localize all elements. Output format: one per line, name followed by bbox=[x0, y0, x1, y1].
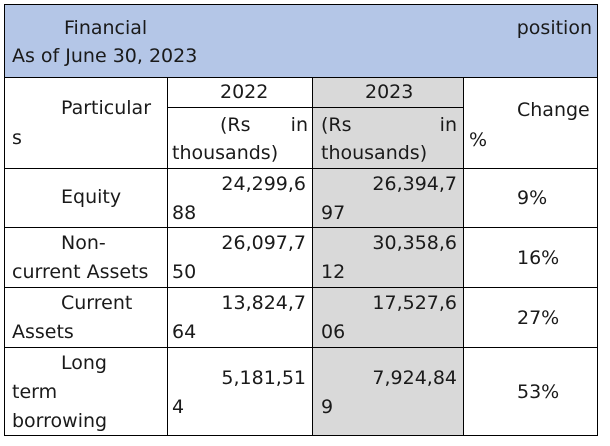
row-noncurrent-2023-a: 30,358,6 bbox=[372, 232, 457, 254]
row-noncurrent-2022: 26,097,7 50 bbox=[167, 227, 312, 287]
row-noncurrent-label-b: current Assets bbox=[12, 261, 149, 283]
row-noncurrent-2022-a: 26,097,7 bbox=[221, 232, 306, 254]
row-longterm-2022-b: 4 bbox=[172, 396, 185, 418]
row-noncurrent-2022-b: 50 bbox=[172, 261, 197, 283]
row-current-2022-b: 64 bbox=[172, 321, 197, 343]
row-equity-2023: 26,394,7 97 bbox=[312, 168, 463, 227]
header-particulars: Particular s bbox=[4, 77, 167, 168]
row-current-change-text: 27% bbox=[517, 307, 560, 329]
header-change-label: Change bbox=[517, 99, 590, 121]
row-current-2023-a: 17,527,6 bbox=[372, 292, 457, 314]
row-longterm-2023-a: 7,924,84 bbox=[372, 367, 457, 389]
row-current-change: 27% bbox=[463, 287, 598, 347]
header-particulars-line2: s bbox=[12, 127, 22, 149]
row-longterm-label: Long term borrowing bbox=[4, 347, 167, 436]
row-equity-change: 9% bbox=[463, 168, 598, 227]
unit-2023-in: in bbox=[439, 114, 457, 136]
table-title: Financial position As of June 30, 2023 bbox=[4, 4, 598, 77]
header-2022-unit: (Rs in thousands) bbox=[167, 107, 312, 168]
row-current-label-b: Assets bbox=[12, 321, 74, 343]
row-noncurrent-change: 16% bbox=[463, 227, 598, 287]
row-longterm-label-b: term bbox=[12, 381, 58, 403]
row-noncurrent-change-text: 16% bbox=[517, 247, 560, 269]
header-2022-label: 2022 bbox=[220, 81, 269, 103]
unit-2023-line1: (Rs in bbox=[321, 111, 457, 140]
financial-position-table: Financial position As of June 30, 2023 P… bbox=[4, 4, 598, 436]
row-current-label: Current Assets bbox=[4, 287, 167, 347]
header-2023-unit: (Rs in thousands) bbox=[312, 107, 463, 168]
row-current-label-a: Current bbox=[61, 292, 133, 314]
header-pct: % bbox=[469, 129, 488, 151]
header-particulars-line1: Particular bbox=[61, 97, 152, 119]
row-equity-label: Equity bbox=[4, 168, 167, 227]
row-longterm-2022: 5,181,51 4 bbox=[167, 347, 312, 436]
row-equity-label-text: Equity bbox=[61, 186, 122, 208]
row-equity-2022: 24,299,6 88 bbox=[167, 168, 312, 227]
row-longterm-change-text: 53% bbox=[517, 381, 560, 403]
row-longterm-2022-a: 5,181,51 bbox=[221, 367, 306, 389]
row-equity-2023-b: 97 bbox=[321, 202, 346, 224]
header-2022: 2022 bbox=[167, 77, 312, 107]
row-equity-2022-a: 24,299,6 bbox=[221, 173, 306, 195]
row-current-2023: 17,527,6 06 bbox=[312, 287, 463, 347]
row-equity-change-text: 9% bbox=[517, 187, 548, 209]
row-longterm-2023: 7,924,84 9 bbox=[312, 347, 463, 436]
row-current-2022-a: 13,824,7 bbox=[221, 292, 306, 314]
row-equity-2023-a: 26,394,7 bbox=[372, 173, 457, 195]
row-longterm-2023-b: 9 bbox=[321, 396, 334, 418]
row-noncurrent-2023: 30,358,6 12 bbox=[312, 227, 463, 287]
unit-2023-thousands: thousands) bbox=[321, 142, 428, 164]
row-noncurrent-label: Non- current Assets bbox=[4, 227, 167, 287]
row-longterm-change: 53% bbox=[463, 347, 598, 436]
unit-2023-rs: (Rs bbox=[321, 114, 352, 136]
row-longterm-label-a: Long bbox=[61, 352, 107, 374]
title-position: position bbox=[516, 17, 592, 39]
row-noncurrent-label-a: Non- bbox=[61, 232, 106, 254]
row-longterm-label-c: borrowing bbox=[12, 410, 108, 432]
row-noncurrent-2023-b: 12 bbox=[321, 261, 346, 283]
title-date: As of June 30, 2023 bbox=[12, 45, 198, 67]
unit-2022-rs: (Rs bbox=[220, 114, 251, 136]
unit-2022-in: in bbox=[290, 114, 308, 136]
header-2023: 2023 bbox=[312, 77, 463, 107]
header-change: Change % bbox=[463, 77, 598, 168]
row-equity-2022-b: 88 bbox=[172, 202, 197, 224]
unit-2022-line1: (Rs in bbox=[220, 111, 308, 140]
unit-2022-thousands: thousands) bbox=[172, 142, 279, 164]
row-current-2023-b: 06 bbox=[321, 321, 346, 343]
title-financial: Financial bbox=[64, 17, 148, 39]
row-current-2022: 13,824,7 64 bbox=[167, 287, 312, 347]
header-2023-label: 2023 bbox=[365, 81, 414, 103]
